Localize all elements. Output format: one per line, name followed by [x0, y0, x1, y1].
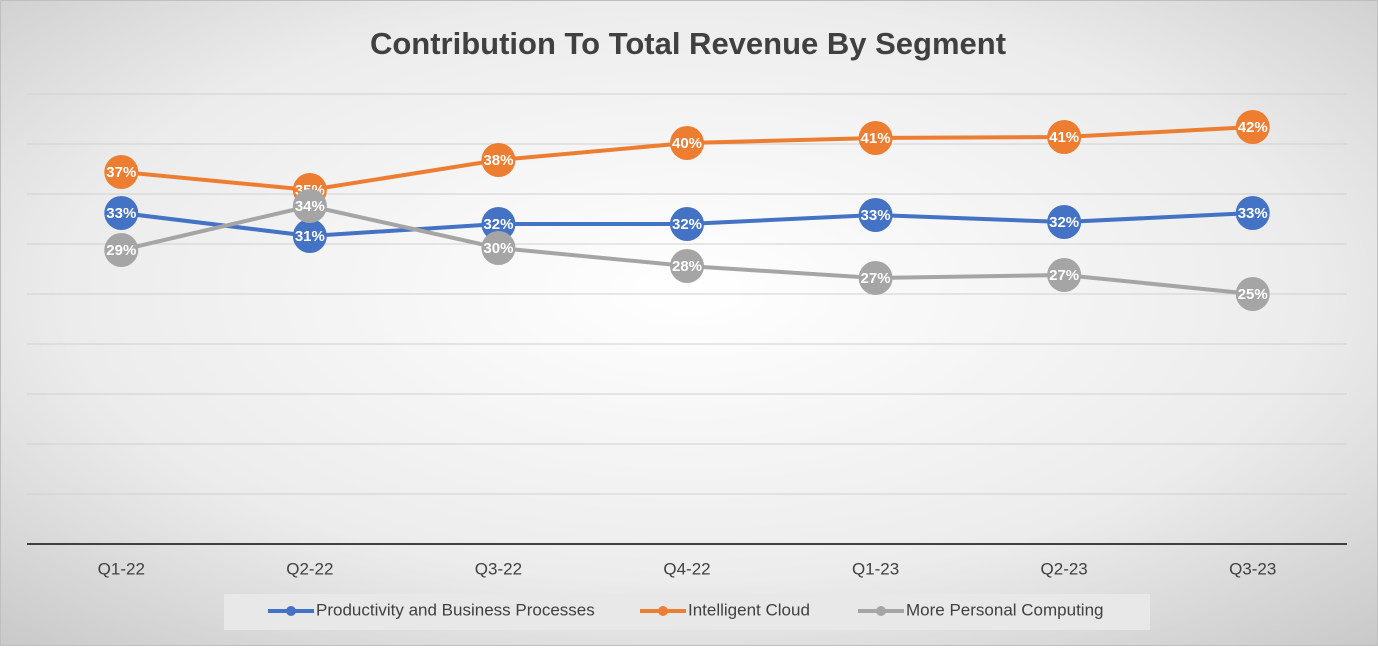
data-label: 29%	[106, 242, 136, 259]
legend-label: Intelligent Cloud	[688, 600, 810, 619]
data-label: 32%	[1049, 214, 1079, 231]
x-tick-label: Q2-22	[286, 559, 333, 578]
point	[858, 121, 893, 155]
legend-marker	[658, 606, 668, 616]
chart-title: Contribution To Total Revenue By Segment	[370, 26, 1006, 61]
point	[104, 196, 139, 230]
data-label: 33%	[861, 207, 891, 224]
point	[292, 189, 327, 223]
point	[1047, 205, 1082, 239]
data-label: 37%	[106, 164, 136, 181]
legend-marker	[286, 606, 296, 616]
point	[292, 219, 327, 253]
point	[858, 198, 893, 232]
x-tick-label: Q1-23	[852, 559, 899, 578]
legend-label: Productivity and Business Processes	[316, 600, 595, 619]
data-label: 33%	[1238, 205, 1268, 222]
x-tick-label: Q4-22	[663, 559, 710, 578]
data-label: 27%	[861, 270, 891, 287]
point	[104, 233, 139, 267]
data-label: 30%	[483, 240, 513, 257]
point	[481, 231, 516, 265]
data-label: 33%	[106, 205, 136, 222]
legend-label: More Personal Computing	[906, 600, 1103, 619]
data-label: 31%	[295, 228, 325, 245]
point	[670, 126, 704, 160]
data-label: 40%	[672, 135, 702, 152]
data-label: 27%	[1049, 267, 1079, 284]
point	[481, 143, 516, 177]
data-label: 41%	[1049, 129, 1079, 146]
data-label: 28%	[672, 258, 702, 275]
point	[1047, 120, 1082, 154]
data-label: 25%	[1238, 286, 1268, 303]
data-label: 34%	[295, 198, 325, 215]
data-label: 42%	[1238, 119, 1268, 136]
point	[858, 261, 893, 295]
data-label: 32%	[483, 216, 513, 233]
point	[670, 249, 704, 283]
data-label: 32%	[672, 216, 702, 233]
legend-box	[224, 594, 1150, 630]
legend-marker	[876, 606, 886, 616]
point	[670, 207, 704, 241]
data-label: 41%	[861, 130, 891, 147]
x-tick-label: Q3-22	[475, 559, 522, 578]
point	[481, 207, 516, 241]
point	[1047, 258, 1082, 292]
point	[1235, 196, 1270, 230]
point	[1235, 277, 1270, 311]
x-tick-label: Q2-23	[1041, 559, 1088, 578]
x-tick-label: Q1-22	[98, 559, 145, 578]
point	[104, 155, 139, 189]
data-label: 38%	[483, 152, 513, 169]
x-tick-label: Q3-23	[1229, 559, 1276, 578]
point	[1235, 110, 1270, 144]
